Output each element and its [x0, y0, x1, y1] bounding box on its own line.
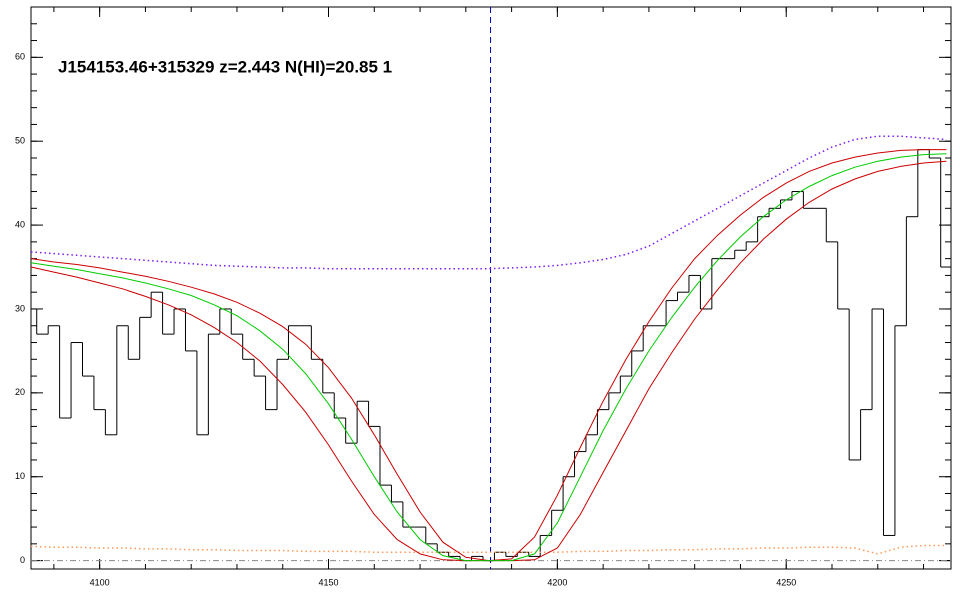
x-tick-label: 4200	[547, 577, 567, 587]
y-tick-label: 0	[20, 555, 25, 565]
y-tick-label: 30	[15, 303, 25, 313]
model-line	[30, 153, 947, 562]
model-line	[30, 544, 947, 555]
y-tick-label: 50	[15, 136, 25, 146]
y-tick-label: 10	[15, 471, 25, 481]
y-tick-label: 40	[15, 219, 25, 229]
y-tick-label: 60	[15, 52, 25, 62]
annotation: J154153.46+315329 z=2.443 N(HI)=20.85 1	[58, 57, 392, 76]
model-line	[30, 160, 947, 562]
model-line	[30, 149, 947, 562]
x-tick-label: 4250	[776, 577, 796, 587]
y-tick-label: 20	[15, 387, 25, 397]
x-tick-label: 4150	[318, 577, 338, 587]
x-tick-label: 4100	[90, 577, 110, 587]
